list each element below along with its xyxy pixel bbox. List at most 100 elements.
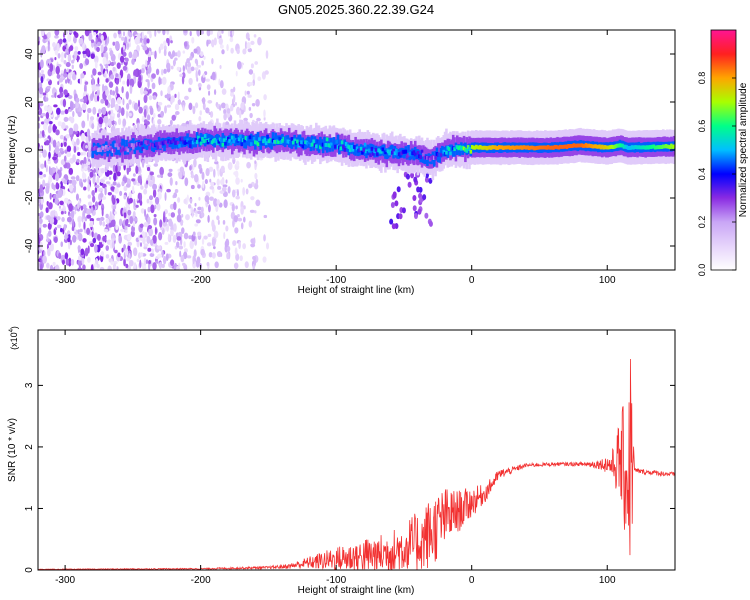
heatmap-ridge-cell	[138, 142, 142, 147]
heatmap-ridge-cell	[104, 144, 108, 149]
heatmap-speckle	[234, 247, 238, 255]
heatmap-speckle	[392, 191, 397, 198]
heatmap-speckle	[225, 225, 229, 232]
heatmap-speckle	[87, 142, 92, 150]
heatmap-speckle	[254, 172, 258, 180]
heatmap-speckle	[188, 77, 193, 85]
heatmap-ridge-cell	[492, 145, 496, 150]
heatmap-ridge-cell	[274, 132, 277, 143]
heatmap-ridge-cell	[647, 145, 650, 150]
heatmap-speckle	[189, 56, 193, 61]
heatmap-speckle	[88, 134, 91, 142]
heatmap-speckle	[197, 69, 201, 76]
heatmap-speckle	[60, 122, 66, 130]
heatmap-ridge-cell	[115, 145, 119, 155]
heatmap-speckle	[177, 99, 181, 106]
y-tick-label: 0	[24, 147, 35, 153]
heatmap-speckle	[80, 132, 86, 142]
heatmap-speckle	[52, 261, 56, 267]
heatmap-speckle	[129, 78, 135, 88]
heatmap-speckle	[147, 206, 151, 213]
heatmap-ridge-cell	[426, 156, 429, 166]
heatmap-speckle	[107, 36, 110, 44]
heatmap-speckle	[186, 58, 190, 64]
heatmap-ridge-cell	[449, 151, 452, 156]
heatmap-speckle	[137, 182, 140, 187]
heatmap-ridge-cell	[351, 142, 355, 152]
heatmap-ridge-cell	[321, 142, 325, 147]
heatmap-speckle	[234, 227, 239, 234]
heatmap-speckle	[407, 181, 412, 188]
heatmap-speckle	[195, 219, 201, 224]
heatmap-speckle	[168, 218, 173, 227]
heatmap-speckle	[153, 163, 159, 167]
heatmap-speckle	[266, 242, 270, 250]
heatmap-speckle	[233, 86, 236, 93]
heatmap-ridge-cell	[533, 146, 536, 151]
heatmap-speckle	[412, 205, 417, 212]
heatmap-speckle	[162, 255, 167, 265]
heatmap-speckle	[74, 205, 78, 211]
heatmap-ridge-cell	[577, 143, 581, 148]
heatmap-speckle	[54, 227, 58, 231]
heatmap-speckle	[178, 262, 181, 269]
heatmap-ridge-cell	[325, 137, 329, 142]
snr-y-axis-label: SNR (10 * v/v)	[7, 418, 18, 482]
heatmap-ridge-cell	[194, 138, 197, 142]
heatmap-ridge-cell	[438, 153, 441, 163]
heatmap-speckle	[194, 174, 199, 183]
heatmap-speckle	[49, 167, 53, 177]
heatmap-speckle	[68, 127, 74, 135]
heatmap-speckle	[196, 30, 200, 36]
heatmap-speckle	[51, 94, 55, 98]
heatmap-speckle	[60, 142, 63, 148]
heatmap-ridge-cell	[237, 137, 241, 142]
heatmap-ridge-cell	[312, 140, 315, 151]
heatmap-speckle	[148, 95, 153, 101]
heatmap-speckle	[183, 30, 188, 34]
heatmap-speckle	[157, 191, 162, 200]
heatmap-ridge-cell	[446, 148, 450, 158]
heatmap-speckle	[170, 259, 175, 266]
heatmap-ridge-cell	[270, 139, 273, 150]
heatmap-ridge-cell	[155, 141, 158, 146]
heatmap-speckle	[110, 74, 115, 80]
heatmap-speckle	[54, 35, 59, 39]
heatmap-speckle	[204, 179, 208, 185]
heatmap-speckle	[101, 83, 105, 93]
heatmap-ridge-cell	[587, 143, 591, 148]
heatmap-ridge-cell	[165, 143, 169, 148]
heatmap-ridge-cell	[579, 143, 582, 148]
heatmap-speckle	[217, 30, 222, 37]
heatmap-ridge-cell	[206, 135, 210, 145]
heatmap-speckle	[135, 237, 140, 243]
heatmap-ridge-cell	[279, 140, 283, 145]
heatmap-ridge-cell	[110, 147, 113, 152]
heatmap-speckle	[192, 231, 196, 237]
heatmap-ridge-cell	[576, 143, 580, 148]
heatmap-speckle	[98, 116, 104, 125]
heatmap-speckle	[70, 176, 76, 180]
colorbar-gradient	[711, 30, 736, 270]
heatmap-ridge-cell	[393, 145, 397, 156]
heatmap-speckle	[49, 244, 54, 252]
heatmap-ridge-cell	[530, 145, 534, 150]
heatmap-ridge-cell	[188, 137, 192, 147]
heatmap-speckle	[105, 78, 109, 83]
heatmap-speckle	[38, 161, 41, 169]
heatmap-speckle	[110, 186, 115, 191]
heatmap-speckle	[110, 261, 115, 265]
heatmap-speckle	[227, 186, 231, 194]
heatmap-speckle	[82, 50, 87, 55]
heatmap-ridge-cell	[258, 137, 261, 148]
heatmap-speckle	[185, 214, 190, 221]
heatmap-ridge-cell	[324, 143, 328, 147]
heatmap-ridge-cell	[195, 140, 199, 144]
heatmap-ridge-cell	[662, 144, 665, 149]
heatmap-speckle	[120, 107, 125, 116]
heatmap-ridge-cell	[461, 145, 464, 150]
heatmap-speckle	[83, 53, 87, 59]
heatmap-speckle	[52, 139, 57, 148]
heatmap-speckle	[145, 59, 148, 68]
heatmap-speckle	[227, 162, 233, 171]
